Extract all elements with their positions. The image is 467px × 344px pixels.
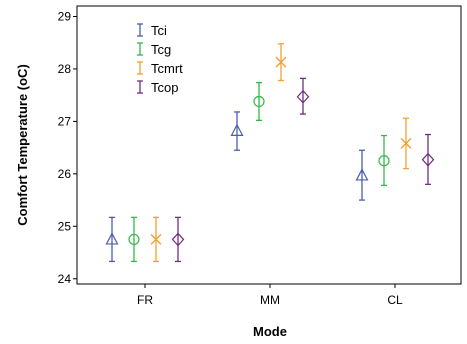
mean-marker bbox=[230, 123, 244, 136]
plot-border bbox=[76, 5, 462, 285]
x-tick-label: FR bbox=[137, 293, 153, 307]
legend-label: Tcg bbox=[151, 42, 171, 57]
mean-marker bbox=[275, 56, 287, 68]
y-tick-label: 27 bbox=[58, 114, 72, 128]
legend-label: Tci bbox=[151, 23, 167, 38]
series-tcop bbox=[171, 77, 435, 263]
mean-marker bbox=[296, 89, 310, 104]
mean-marker bbox=[400, 137, 412, 149]
legend-item-tcg: Tcg bbox=[137, 42, 171, 57]
legend: Tci Tcg Tcmrt Tcop bbox=[137, 23, 183, 95]
mean-marker bbox=[421, 152, 435, 167]
legend-item-tci: Tci bbox=[137, 23, 167, 38]
y-tick-label: 28 bbox=[58, 62, 72, 76]
mean-marker bbox=[128, 233, 140, 246]
y-tick-label: 26 bbox=[58, 167, 72, 181]
series-layer bbox=[105, 43, 435, 263]
y-tick-label: 25 bbox=[58, 219, 72, 233]
x-tick-label: CL bbox=[387, 293, 403, 307]
mean-marker bbox=[105, 232, 119, 245]
mean-marker bbox=[355, 168, 369, 181]
y-axis-title: Comfort Temperature (oC) bbox=[15, 64, 30, 226]
y-axis: 24 25 26 27 28 29 bbox=[58, 9, 77, 286]
mean-marker bbox=[253, 95, 265, 108]
mean-marker bbox=[378, 155, 390, 167]
series-tcmrt bbox=[150, 43, 412, 263]
x-axis-title: Mode bbox=[253, 324, 287, 339]
legend-label: Tcmrt bbox=[151, 61, 183, 76]
legend-item-tcmrt: Tcmrt bbox=[137, 61, 183, 76]
x-tick-label: MM bbox=[260, 293, 280, 307]
mean-marker bbox=[171, 232, 185, 247]
mean-marker bbox=[150, 233, 162, 245]
x-axis: FR MM CL bbox=[137, 284, 403, 307]
series-tci bbox=[105, 111, 369, 263]
y-tick-label: 29 bbox=[58, 9, 72, 23]
legend-label: Tcop bbox=[151, 80, 178, 95]
plot-frame bbox=[76, 5, 462, 285]
legend-item-tcop: Tcop bbox=[137, 80, 178, 95]
series-tcg bbox=[128, 81, 390, 263]
y-tick-label: 24 bbox=[58, 272, 72, 286]
